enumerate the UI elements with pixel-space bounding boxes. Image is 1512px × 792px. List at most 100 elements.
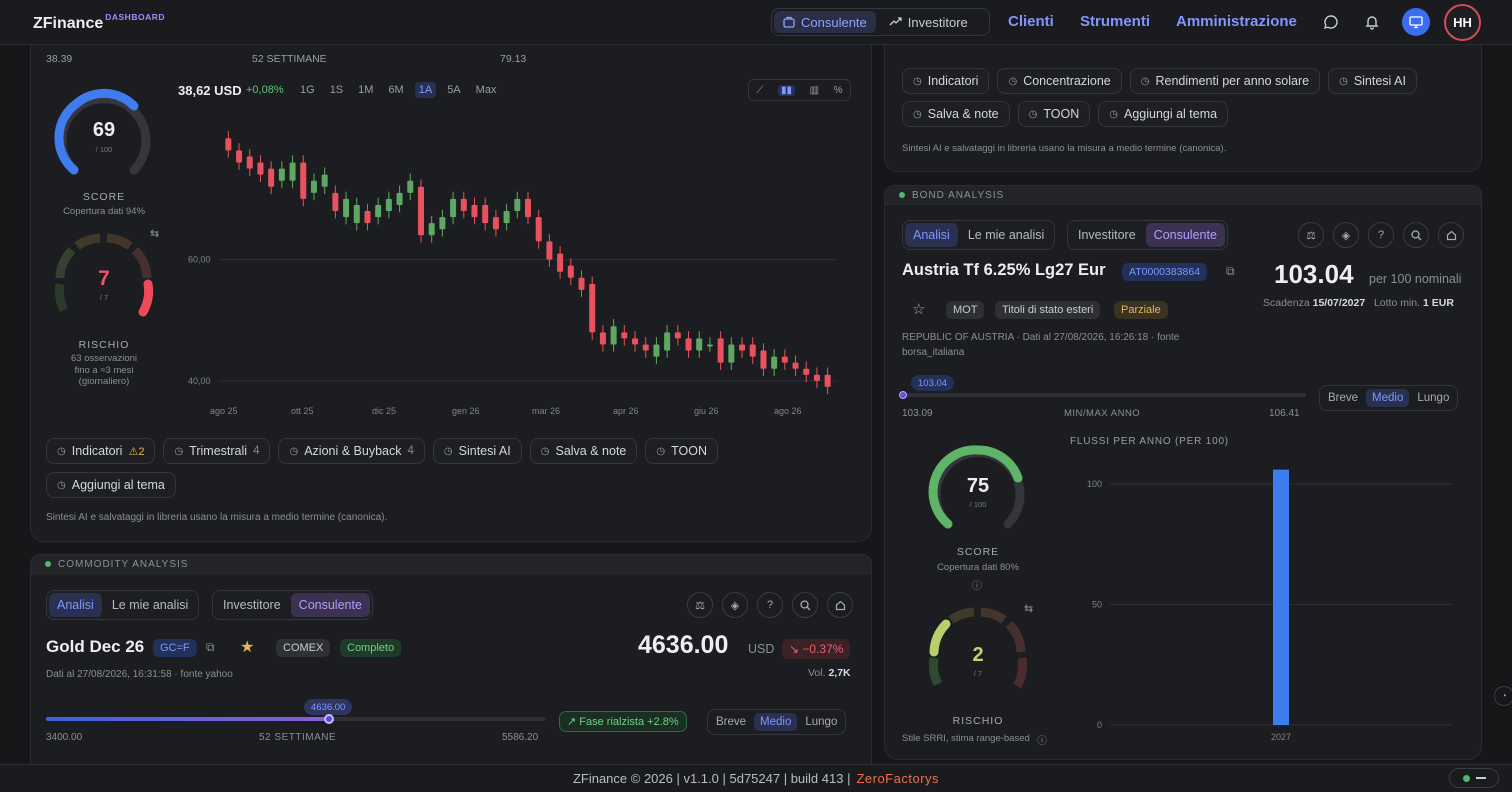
- scale-icon[interactable]: ⚖: [687, 592, 713, 618]
- pill-rendimenti-per-anno-solare[interactable]: ◷ Rendimenti per anno solare: [1129, 68, 1321, 94]
- tab-le-mie-analisi[interactable]: Le mie analisi: [967, 228, 1045, 242]
- pill-icon: ◷: [913, 75, 922, 87]
- horizon-medio[interactable]: Medio: [754, 713, 798, 731]
- nav-clienti[interactable]: Clienti: [1008, 13, 1054, 30]
- mode-consulente-button[interactable]: Consulente: [774, 11, 876, 33]
- avatar[interactable]: HH: [1444, 4, 1481, 41]
- period-max[interactable]: Max: [475, 84, 497, 96]
- candle-body: [589, 283, 596, 333]
- brand-logo[interactable]: ZFinance DASHBOARD: [33, 12, 165, 32]
- candle-body: [514, 198, 521, 212]
- bar-chart-icon[interactable]: ▥: [809, 84, 820, 96]
- x-tick-label: 2027: [1271, 732, 1291, 742]
- tab-investitore[interactable]: Investitore: [223, 598, 281, 612]
- bond-range-high: 106.41: [1269, 408, 1300, 419]
- star-outline-icon[interactable]: ☆: [912, 301, 926, 318]
- tab-analisi[interactable]: Analisi: [905, 223, 958, 247]
- candle-body: [535, 217, 542, 242]
- star-filled-icon[interactable]: ★: [240, 639, 255, 656]
- commodity-currency: USD: [748, 642, 775, 656]
- help-icon[interactable]: ?: [757, 592, 783, 618]
- period-5a[interactable]: 5A: [447, 84, 461, 96]
- pill-aggiungi-al-tema[interactable]: ◷ Aggiungi al tema: [46, 472, 176, 498]
- tab-consulente[interactable]: Consulente: [1145, 223, 1225, 247]
- horizon-lungo[interactable]: Lungo: [805, 716, 838, 728]
- monitor-button[interactable]: [1402, 8, 1430, 36]
- commodity-range-high: 5586.20: [502, 732, 539, 743]
- bond-isin: AT0000383864: [1122, 263, 1208, 281]
- pill-toon[interactable]: ◷ TOON: [1017, 101, 1091, 127]
- tab-analisi[interactable]: Analisi: [49, 593, 102, 617]
- chat-icon[interactable]: [1322, 13, 1340, 31]
- bond-risk-label: RISCHIO: [952, 715, 1004, 727]
- scale-icon[interactable]: ⚖: [1298, 222, 1324, 248]
- candle-chart-icon[interactable]: ▮▮: [777, 84, 795, 96]
- help-icon[interactable]: ?: [1368, 222, 1394, 248]
- risk-label: RISCHIO: [78, 339, 130, 351]
- tab-investitore[interactable]: Investitore: [1078, 228, 1136, 242]
- home-icon[interactable]: [827, 592, 853, 618]
- copy-icon[interactable]: ⧉: [206, 640, 215, 654]
- pill-toon[interactable]: ◷ TOON: [645, 438, 718, 464]
- search-icon[interactable]: [1403, 222, 1429, 248]
- status-indicator[interactable]: [1449, 768, 1499, 788]
- mode-investitore-button[interactable]: Investitore: [880, 11, 977, 33]
- candle-body: [546, 241, 553, 260]
- bond-horizon-selector: Breve Medio Lungo: [1319, 385, 1459, 411]
- pill-salva-note[interactable]: ◷ Salva & note: [529, 438, 638, 464]
- percent-icon[interactable]: %: [833, 84, 843, 96]
- period-1g[interactable]: 1G: [300, 84, 315, 96]
- info-icon[interactable]: ⓘ: [972, 581, 982, 592]
- nav-amministrazione[interactable]: Amministrazione: [1176, 13, 1297, 30]
- tab-consulente[interactable]: Consulente: [290, 593, 370, 617]
- pill-aggiungi-al-tema[interactable]: ◷ Aggiungi al tema: [1098, 101, 1229, 127]
- pill-icon: ◷: [443, 445, 453, 457]
- commodity-range-handle[interactable]: [323, 714, 334, 724]
- tab-le-mie-analisi[interactable]: Le mie analisi: [111, 598, 189, 612]
- line-chart-icon[interactable]: ⟋: [756, 84, 764, 96]
- candle-body: [717, 338, 724, 363]
- pill-azioni-buyback[interactable]: ◷ Azioni & Buyback 4: [278, 438, 425, 464]
- pill-concentrazione[interactable]: ◷ Concentrazione: [997, 68, 1122, 94]
- y-tick-label: 0: [1097, 720, 1102, 730]
- candle-body: [353, 204, 360, 224]
- candle-body: [268, 168, 275, 187]
- period-6m[interactable]: 6M: [388, 84, 404, 96]
- nav-strumenti[interactable]: Strumenti: [1080, 13, 1151, 30]
- search-icon[interactable]: [792, 592, 818, 618]
- cookie-icon[interactable]: ◔: [1494, 686, 1512, 706]
- home-icon[interactable]: [1438, 222, 1464, 248]
- swap-icon[interactable]: ⇆: [1024, 603, 1034, 615]
- x-tick-label: ago 25: [210, 406, 238, 416]
- pill-indicatori[interactable]: ◷ Indicatori ⚠2: [46, 438, 156, 464]
- candle-body: [525, 198, 531, 218]
- bond-slider-value: 103.04: [911, 375, 955, 391]
- layers-icon[interactable]: ◈: [722, 592, 748, 618]
- pill-indicatori[interactable]: ◷ Indicatori: [902, 68, 990, 94]
- commodity-range-label: 52 SETTIMANE: [259, 732, 337, 743]
- swap-icon[interactable]: ⇆: [150, 228, 160, 240]
- pill-trimestrali[interactable]: ◷ Trimestrali 4: [163, 438, 271, 464]
- top-bar: ZFinance DASHBOARD Consulente Investitore…: [0, 0, 1512, 45]
- period-1a[interactable]: 1A: [414, 82, 437, 98]
- pill-sintesi-ai[interactable]: ◷ Sintesi AI: [1328, 68, 1417, 94]
- period-1s[interactable]: 1S: [329, 84, 344, 96]
- commodity-slider-value: 4636.00: [304, 699, 353, 715]
- info-icon[interactable]: ⓘ: [1037, 736, 1047, 747]
- horizon-lungo[interactable]: Lungo: [1417, 392, 1450, 404]
- horizon-breve[interactable]: Breve: [1328, 392, 1359, 404]
- pill-label: Sintesi AI: [1353, 74, 1406, 88]
- bell-icon[interactable]: [1363, 13, 1381, 31]
- layers-icon[interactable]: ◈: [1333, 222, 1359, 248]
- candle-body: [760, 350, 767, 369]
- bond-range-handle[interactable]: [899, 391, 907, 399]
- period-1m[interactable]: 1M: [358, 84, 374, 96]
- risk-note-2: fino a ≈3 mesi: [74, 365, 134, 376]
- horizon-breve[interactable]: Breve: [716, 716, 747, 728]
- horizon-medio[interactable]: Medio: [1366, 389, 1410, 407]
- risk-note-3: (giornaliero): [78, 376, 130, 387]
- pill-sintesi-ai[interactable]: ◷ Sintesi AI: [432, 438, 522, 464]
- pill-salva-note[interactable]: ◷ Salva & note: [902, 101, 1010, 127]
- copy-icon[interactable]: ⧉: [1226, 264, 1235, 278]
- footer-company[interactable]: ZeroFactorys: [856, 771, 940, 786]
